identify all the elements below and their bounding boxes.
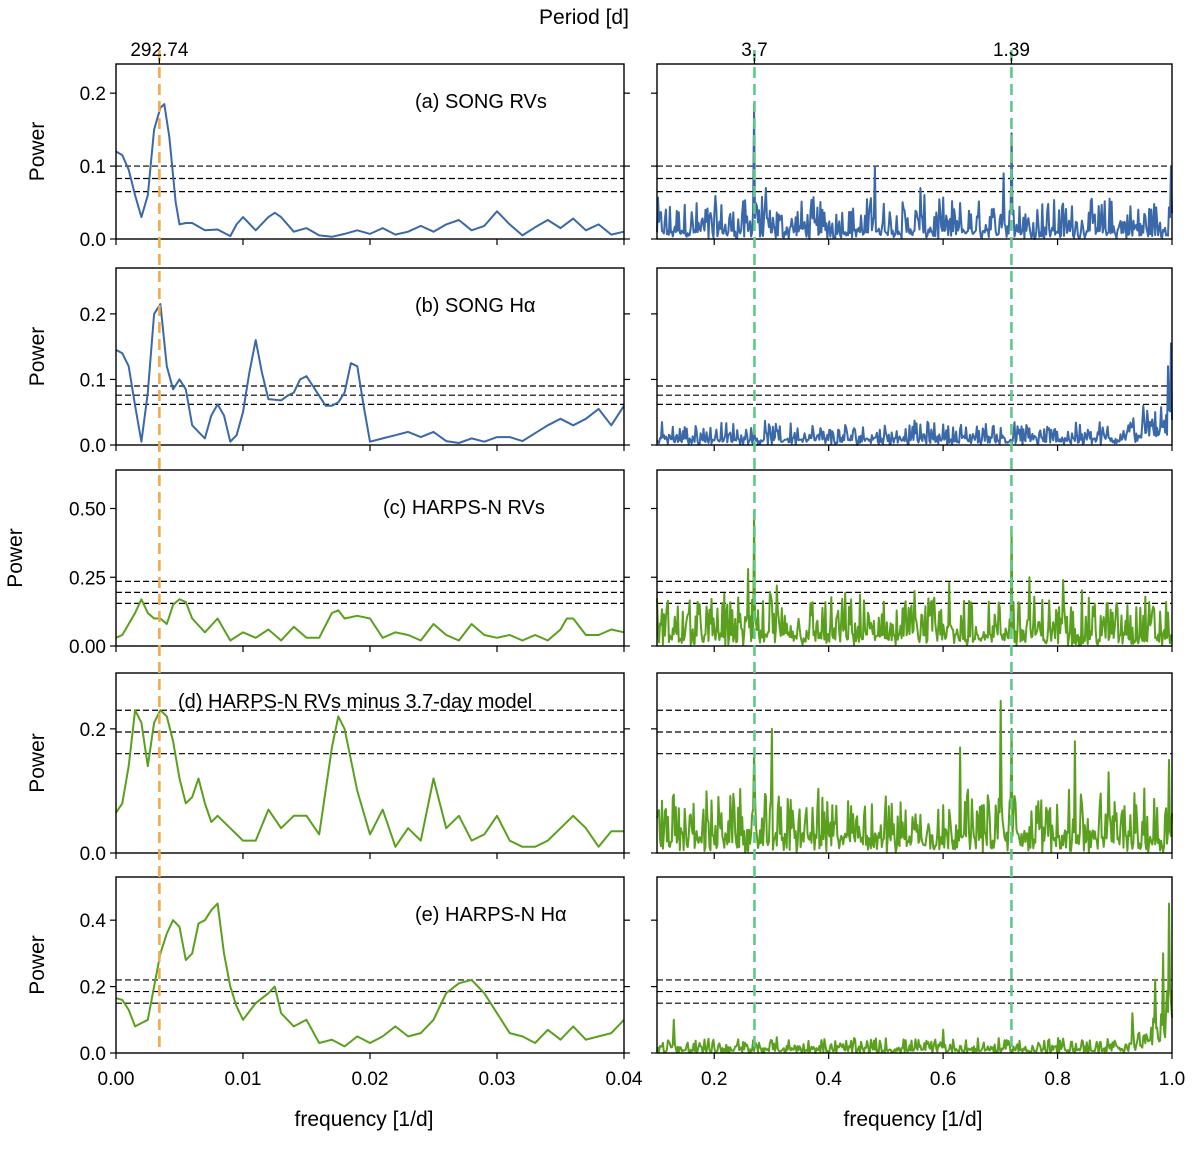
panel-a: 0.0 0.1 0.2 Power (a) SONG RVs (26, 63, 1173, 251)
x-axis-label-right: frequency [1/d] (844, 1108, 983, 1131)
frame-right-d (656, 672, 1173, 854)
ytick-label: 0.0 (80, 844, 106, 865)
ytick-label: 0.2 (80, 978, 106, 999)
y-axis-label: Power (26, 733, 49, 793)
series-left-a (115, 103, 625, 238)
frame-left-a (115, 63, 625, 240)
frame-right-e (656, 876, 1173, 1054)
panel-c: 0.00 0.25 0.50 Power (c) HARPS-N RVs (4, 469, 1173, 658)
period-marker-label-right-0: 3.7 (741, 40, 767, 61)
y-axis-label: Power (26, 935, 49, 995)
ytick-label: 0.0 (80, 230, 106, 251)
xtick-label-right: 0.4 (815, 1069, 842, 1090)
period-marker-label-left: 292.74 (130, 40, 189, 61)
ytick-label: 0.4 (80, 911, 107, 932)
xtick-label-right: 0.8 (1044, 1069, 1070, 1090)
series-left-d (115, 709, 624, 848)
frame-right-b (656, 267, 1173, 446)
series-right-b (656, 342, 1173, 446)
ytick-label: 0.00 (69, 637, 106, 658)
series-left-b (115, 303, 625, 444)
xtick-label-left: 0.02 (352, 1069, 389, 1090)
panel-b: 0.0 0.1 0.2 Power (b) SONG Hα (26, 267, 1173, 457)
series-left-c (115, 598, 625, 642)
series-right-d (656, 699, 1173, 854)
xtick-label-left: 0.03 (479, 1069, 516, 1090)
top-axis-label: Period [d] (539, 6, 629, 29)
ytick-label: 0.0 (80, 436, 106, 457)
x-axis-label-left: frequency [1/d] (295, 1108, 434, 1131)
xtick-label-right: 0.6 (930, 1069, 956, 1090)
xtick-label-right: 0.2 (701, 1069, 727, 1090)
xtick-label-left: 0.01 (225, 1069, 262, 1090)
panel-title-d: (d) HARPS-N RVs minus 3.7-day model (178, 691, 532, 713)
series-left-e (115, 902, 625, 1048)
ytick-label: 0.1 (80, 157, 106, 178)
series-right-c (656, 510, 1173, 647)
ytick-label: 0.25 (69, 568, 106, 589)
y-axis-label: Power (26, 122, 49, 182)
ytick-label: 0.2 (80, 720, 106, 741)
ytick-label: 0.2 (80, 305, 106, 326)
panel-title-c: (c) HARPS-N RVs (383, 497, 545, 519)
frame-right-c (656, 469, 1173, 647)
frame-right-a (656, 63, 1173, 240)
ytick-label: 0.50 (69, 500, 106, 521)
y-axis-label: Power (26, 327, 49, 387)
panel-d: 0.0 0.2 Power (d) HARPS-N RVs minus 3.7-day… (26, 672, 1173, 865)
ytick-label: 0.2 (80, 84, 106, 105)
xtick-label-left: 0.00 (98, 1069, 135, 1090)
ytick-label: 0.0 (80, 1044, 106, 1065)
y-axis-label: Power (4, 528, 27, 588)
panel-title-b: (b) SONG Hα (415, 295, 535, 317)
period-marker-label-right-1: 1.39 (993, 40, 1030, 61)
panels: 0.0 0.1 0.2 Power (a) SONG RVs 0.0 0.1 0.2 Power… (4, 40, 1185, 1090)
xtick-label-right: 1.0 (1159, 1069, 1185, 1090)
frame-left-b (115, 267, 625, 446)
series-right-e (656, 902, 1173, 1054)
ytick-label: 0.1 (80, 370, 106, 391)
panel-title-e: (e) HARPS-N Hα (415, 904, 567, 926)
xtick-label-left: 0.04 (606, 1069, 643, 1090)
panel-e: 0.0 0.2 0.4 Power (e) HARPS-N Hα (26, 876, 1173, 1065)
series-right-a (656, 103, 1173, 240)
panel-title-a: (a) SONG RVs (415, 91, 547, 113)
